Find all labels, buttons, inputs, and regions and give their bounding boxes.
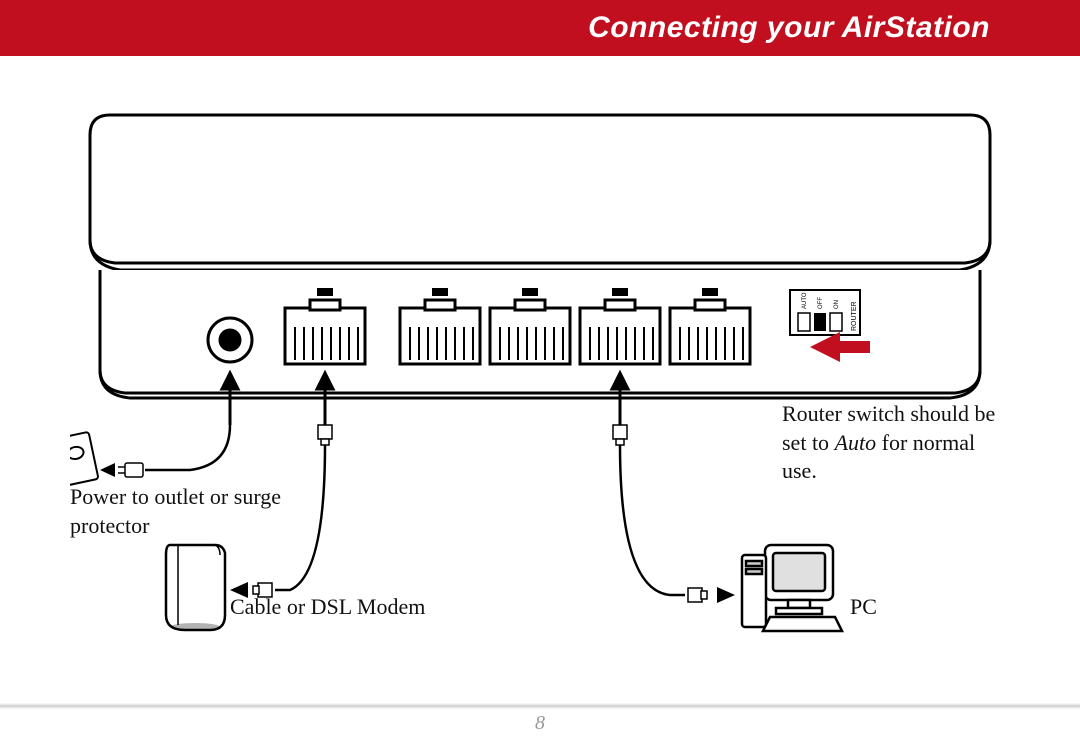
modem-icon: [166, 545, 225, 631]
label-power: Power to outlet or surge protector: [70, 483, 300, 540]
svg-text:AUTO: AUTO: [802, 292, 808, 309]
page-title: Connecting your AirStation: [588, 11, 990, 45]
svg-text:OFF: OFF: [818, 297, 824, 309]
switch-label-router: ROUTER: [851, 301, 858, 331]
label-modem: Cable or DSL Modem: [230, 593, 425, 622]
pc-icon: [742, 545, 842, 631]
router-diagram-svg: ROUTER ON OFF AUTO: [70, 95, 1010, 655]
label-switch: Router switch should be set to Auto for …: [782, 400, 1012, 486]
page-number: 8: [535, 712, 545, 735]
svg-text:ON: ON: [834, 300, 840, 309]
footer-rule: [0, 703, 1080, 709]
header-bar: Connecting your AirStation: [0, 0, 1080, 56]
label-switch-em: Auto: [835, 430, 877, 455]
diagram: ROUTER ON OFF AUTO: [70, 95, 1010, 655]
label-pc: PC: [850, 593, 877, 622]
